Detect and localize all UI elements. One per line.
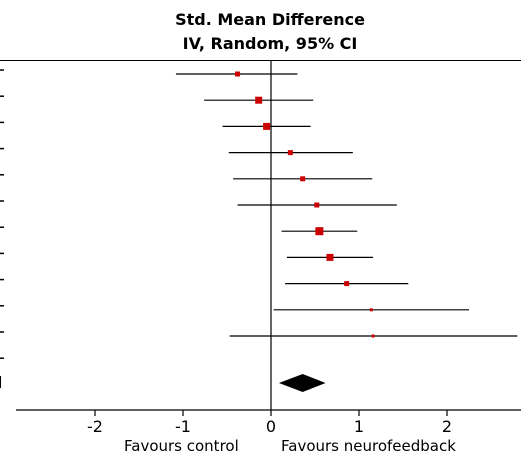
x-tick-label: 2 [442, 417, 452, 436]
x-tick-label: -2 [87, 417, 103, 436]
x-tick-label: 0 [266, 417, 276, 436]
chart-subtitle: IV, Random, 95% CI [182, 34, 358, 53]
study-estimate-marker [255, 96, 263, 104]
chart-title: Std. Mean Difference [175, 10, 365, 29]
overall-diamond [278, 374, 326, 392]
study-estimate-marker [263, 122, 271, 130]
x-tick-label: -1 [175, 417, 191, 436]
study-estimate-marker [326, 253, 334, 261]
favours-neurofeedback-label: Favours neurofeedback [281, 437, 456, 455]
study-estimate-marker [300, 176, 306, 182]
study-estimate-marker [287, 150, 293, 156]
study-estimate-marker [314, 202, 320, 208]
study-estimate-marker [371, 334, 375, 338]
x-tick-label: 1 [354, 417, 364, 436]
study-estimate-marker [369, 308, 373, 312]
study-estimate-marker [344, 281, 350, 287]
favours-control-label: Favours control [124, 437, 239, 455]
study-estimate-marker [235, 71, 241, 77]
study-estimate-marker [315, 227, 324, 236]
